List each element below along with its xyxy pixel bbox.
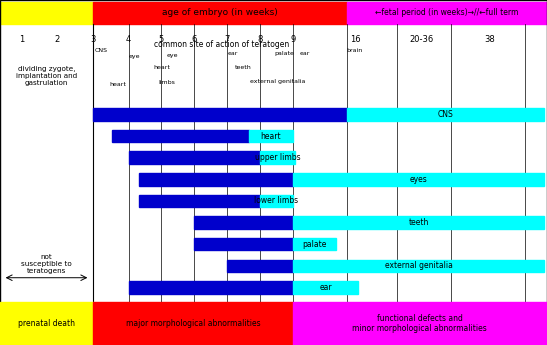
Bar [129,281,293,294]
Text: heart: heart [109,82,126,87]
Text: functional defects and
minor morphological abnormalities: functional defects and minor morphologic… [352,314,487,333]
Bar [293,173,544,186]
Text: eye: eye [128,55,140,59]
Bar [293,238,336,250]
Text: 20-36: 20-36 [409,35,433,44]
Text: ear: ear [319,283,332,292]
Text: teeth: teeth [408,218,429,227]
Bar [0,302,93,345]
Text: age of embryo (in weeks): age of embryo (in weeks) [162,8,278,18]
Text: ear: ear [300,51,310,56]
Text: heart: heart [153,65,170,70]
Bar [249,130,293,142]
Bar [0,2,93,24]
Text: teeth: teeth [235,65,252,70]
Text: 38: 38 [484,35,495,44]
Bar [260,195,293,207]
Bar [93,2,347,24]
Text: eye: eye [166,53,178,58]
Text: 9: 9 [290,35,295,44]
Text: 1: 1 [19,35,25,44]
Text: 16: 16 [350,35,361,44]
Text: external genitalia: external genitalia [250,79,306,83]
Bar [347,2,547,24]
Text: external genitalia: external genitalia [385,261,452,270]
Text: ear: ear [228,51,237,56]
Text: CNS: CNS [438,110,453,119]
Bar [93,302,293,345]
Text: 2: 2 [55,35,60,44]
Text: dividing zygote,
implantation and
gastrulation: dividing zygote, implantation and gastru… [16,66,77,86]
Text: lower limbs: lower limbs [254,196,298,206]
Bar [194,216,293,229]
Text: 5: 5 [159,35,164,44]
Bar [347,108,544,121]
Bar [194,238,293,250]
Text: palate: palate [302,240,327,249]
Text: heart: heart [260,132,281,141]
Bar [93,108,347,121]
Bar [139,173,293,186]
Text: common site of action of teratogen: common site of action of teratogen [154,40,289,49]
Bar [129,151,260,164]
Text: not
susceptible to
teratogens: not susceptible to teratogens [21,254,72,274]
Text: eyes: eyes [410,175,427,184]
Text: 4: 4 [126,35,131,44]
Text: major morphological abnormalities: major morphological abnormalities [125,319,260,328]
Text: 6: 6 [191,35,197,44]
Text: CNS: CNS [95,48,108,52]
Text: 8: 8 [257,35,263,44]
Bar [227,259,293,272]
Bar [293,302,547,345]
Bar [293,216,544,229]
Text: limbs: limbs [159,80,175,85]
Bar [112,130,249,142]
Text: ←fetal period (in weeks)→//←full term: ←fetal period (in weeks)→//←full term [375,8,519,18]
Bar [293,281,358,294]
Text: prenatal death: prenatal death [18,319,75,328]
Text: palate: palate [275,51,294,56]
Text: upper limbs: upper limbs [255,153,300,162]
Text: 3: 3 [90,35,96,44]
Text: brain: brain [346,48,363,52]
Bar [293,259,544,272]
Text: 7: 7 [224,35,230,44]
Bar [260,151,295,164]
Bar [139,195,260,207]
